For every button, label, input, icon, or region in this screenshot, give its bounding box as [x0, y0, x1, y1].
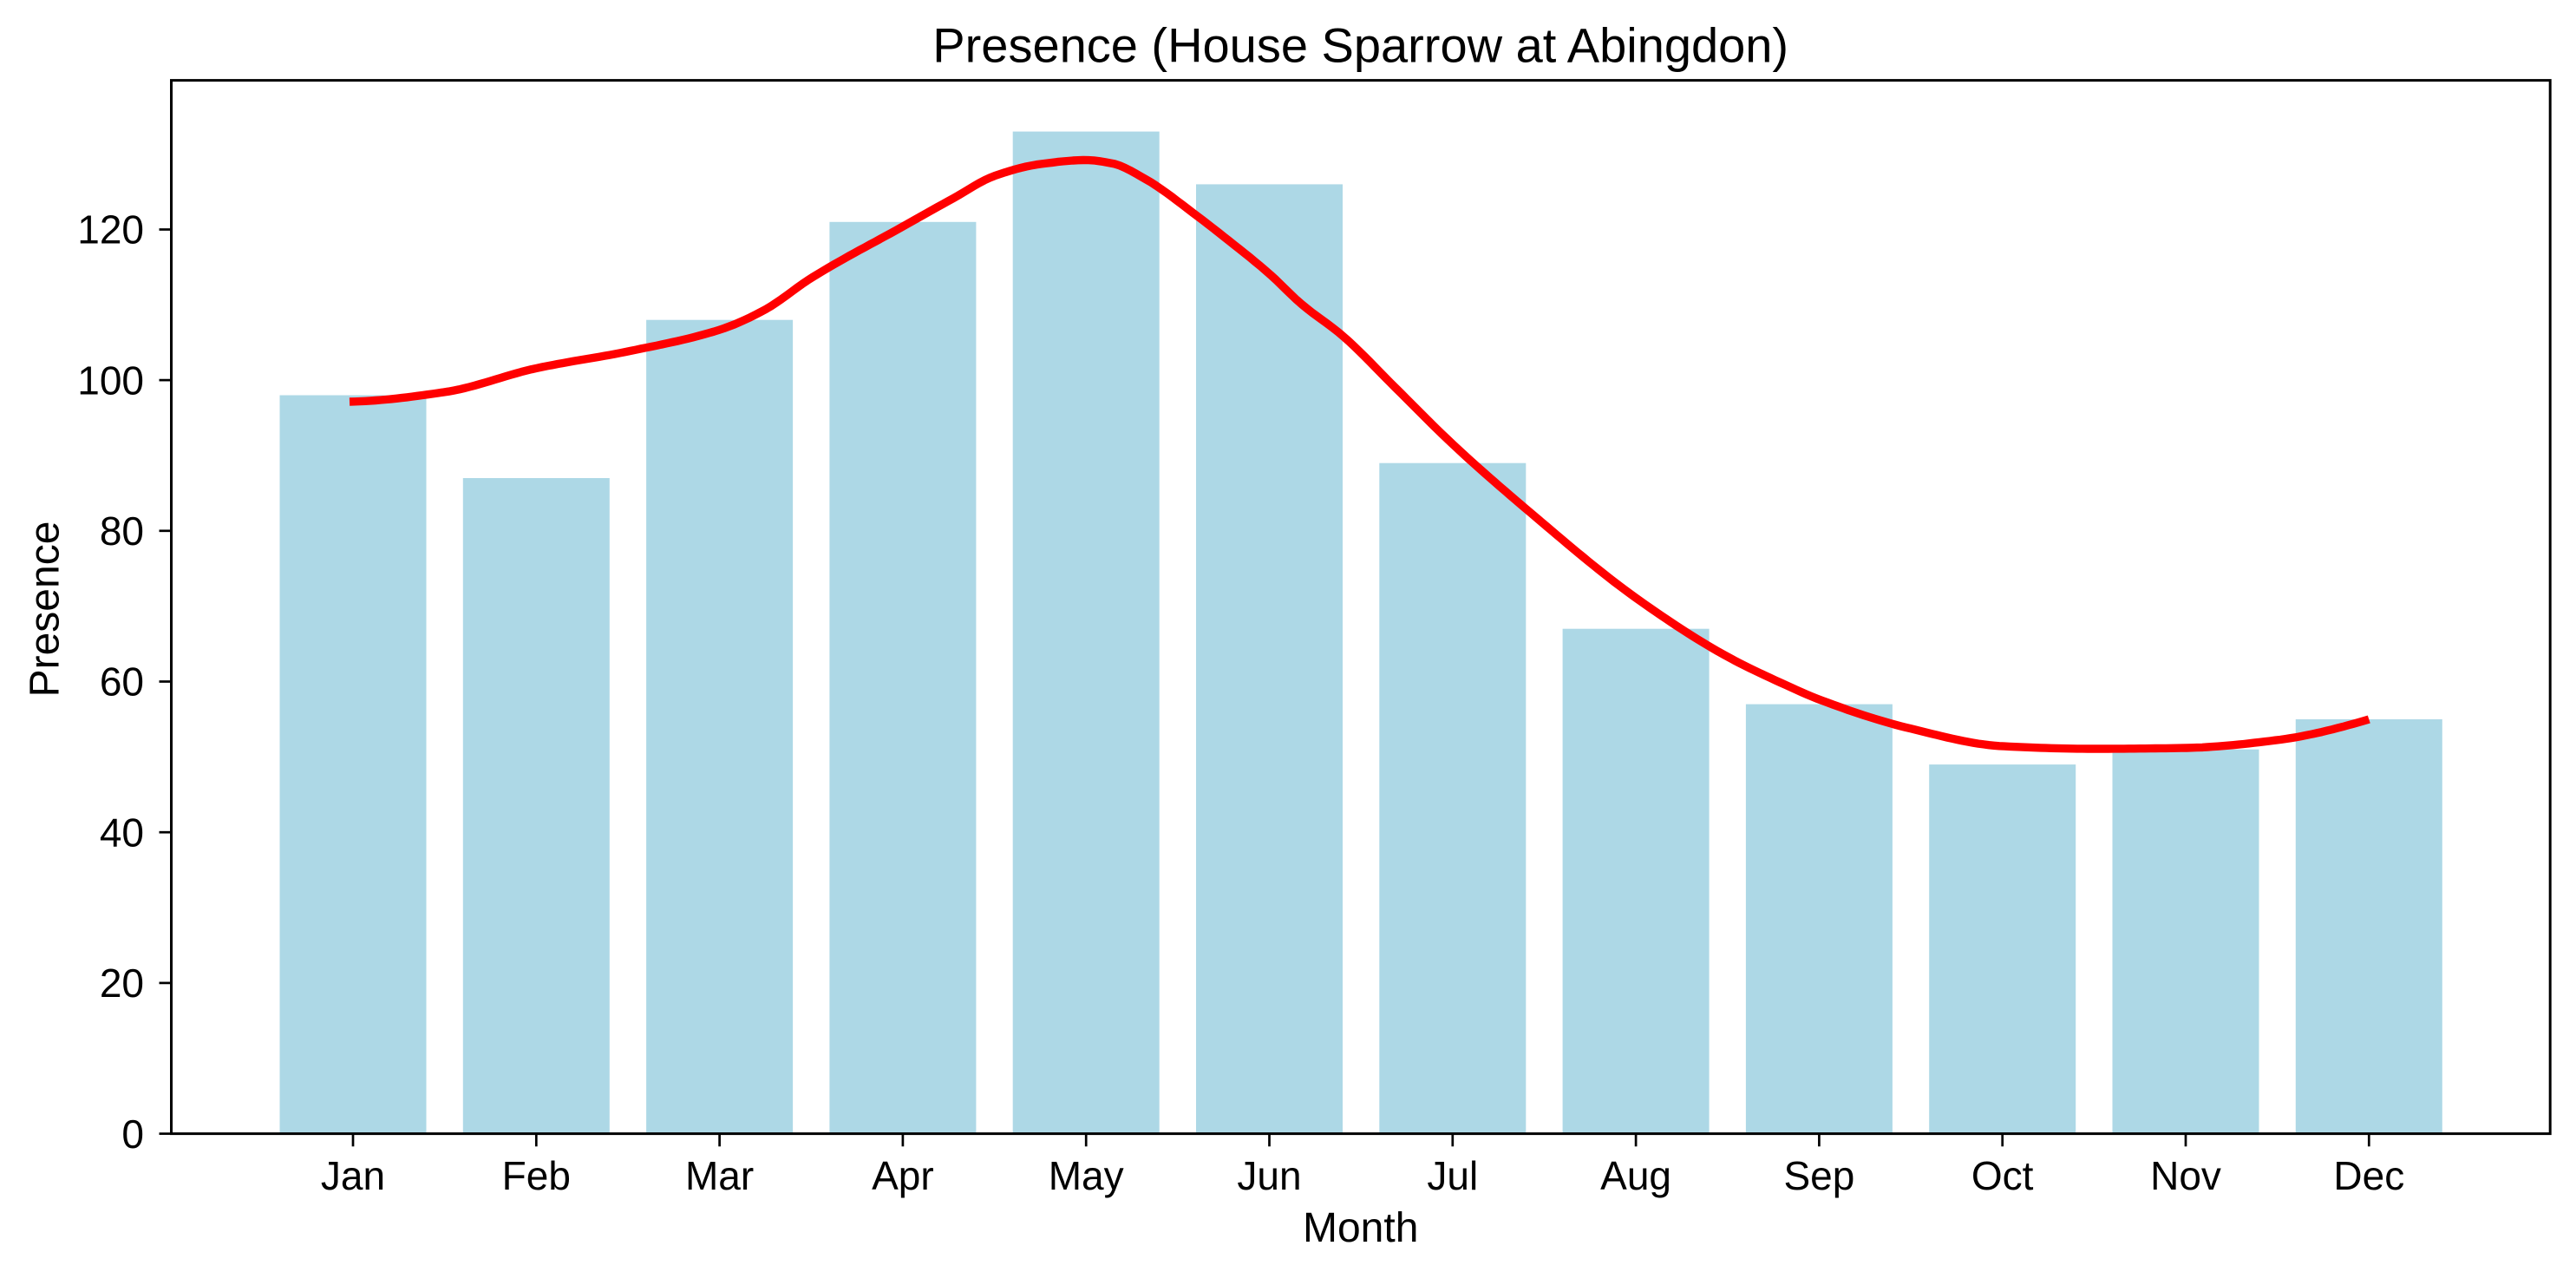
svg-text:Feb: Feb [502, 1153, 571, 1198]
svg-text:Presence: Presence [23, 521, 69, 698]
svg-text:80: 80 [100, 508, 144, 554]
svg-text:120: 120 [77, 207, 144, 252]
svg-text:20: 20 [100, 961, 144, 1006]
svg-text:Jul: Jul [1427, 1153, 1478, 1198]
svg-text:Jan: Jan [321, 1153, 385, 1198]
svg-text:Dec: Dec [2333, 1153, 2404, 1198]
svg-text:Mar: Mar [685, 1153, 754, 1198]
svg-text:Nov: Nov [2150, 1153, 2221, 1198]
svg-text:Oct: Oct [1971, 1153, 2034, 1198]
svg-text:Aug: Aug [1600, 1153, 1671, 1198]
svg-text:Month: Month [1303, 1205, 1418, 1251]
svg-text:100: 100 [77, 357, 144, 403]
svg-text:Presence (House Sparrow at Abi: Presence (House Sparrow at Abingdon) [932, 18, 1788, 73]
svg-text:May: May [1049, 1153, 1124, 1198]
svg-text:40: 40 [100, 810, 144, 855]
svg-text:Jun: Jun [1237, 1153, 1301, 1198]
svg-text:Apr: Apr [872, 1153, 934, 1198]
svg-text:0: 0 [121, 1111, 144, 1157]
svg-text:60: 60 [100, 659, 144, 705]
svg-text:Sep: Sep [1783, 1153, 1854, 1198]
